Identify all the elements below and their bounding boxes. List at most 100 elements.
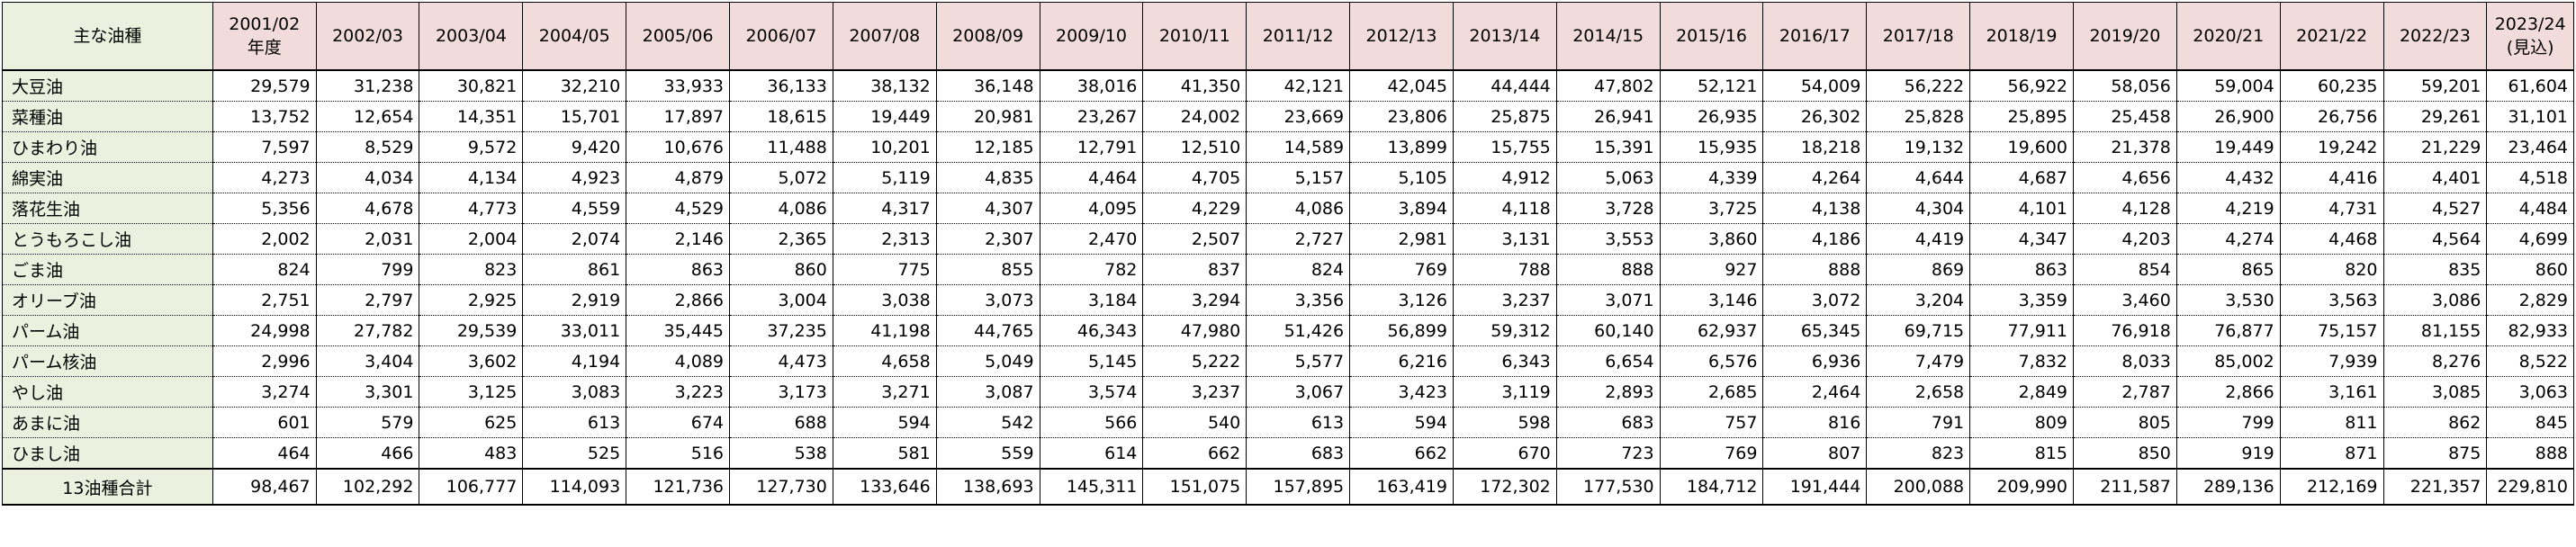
year-header-text: 2020/21 (2193, 26, 2265, 46)
production-value: 4,219 (2175, 193, 2281, 224)
production-value: 172,302 (1452, 468, 1557, 506)
production-value: 38,132 (832, 69, 937, 102)
production-value: 3,038 (832, 284, 937, 316)
production-value: 683 (1246, 437, 1351, 470)
year-header-text: 2010/11 (1158, 26, 1230, 46)
production-value: 8,529 (315, 131, 420, 163)
production-value: 3,161 (2279, 376, 2384, 408)
oil-type-name: 大豆油 (2, 69, 213, 102)
production-value: 10,201 (832, 131, 937, 163)
production-value: 19,242 (2279, 131, 2384, 163)
production-value: 221,357 (2382, 468, 2488, 506)
production-value: 3,356 (1246, 284, 1351, 316)
oil-type-name: やし油 (2, 376, 213, 408)
production-value: 683 (1555, 407, 1661, 438)
production-value: 823 (419, 254, 524, 285)
production-value: 4,134 (419, 162, 524, 193)
production-value: 4,835 (935, 162, 1040, 193)
production-value: 4,416 (2279, 162, 2384, 193)
production-value: 46,343 (1039, 315, 1144, 346)
production-value: 888 (1555, 254, 1661, 285)
year-header: 2014/15 (1555, 2, 1661, 71)
production-value: 26,756 (2279, 101, 2384, 132)
production-value: 538 (729, 437, 833, 470)
production-value: 60,235 (2279, 69, 2384, 102)
production-value: 7,479 (1866, 345, 1971, 377)
production-value: 3,860 (1659, 223, 1764, 255)
production-value: 26,935 (1659, 101, 1764, 132)
production-value: 33,011 (522, 315, 627, 346)
production-value: 845 (2486, 407, 2574, 438)
production-value: 4,095 (1039, 193, 1144, 224)
production-value: 3,530 (2175, 284, 2281, 316)
production-value: 4,527 (2382, 193, 2488, 224)
production-value: 2,004 (419, 223, 524, 255)
production-value: 5,157 (1246, 162, 1351, 193)
year-header-text: 2013/14 (1469, 26, 1541, 46)
production-value: 824 (212, 254, 317, 285)
production-value: 3,237 (1452, 284, 1557, 316)
production-value: 5,356 (212, 193, 317, 224)
production-value: 229,810 (2486, 468, 2574, 506)
production-value: 3,131 (1452, 223, 1557, 255)
production-value: 723 (1555, 437, 1661, 470)
production-value: 121,736 (626, 468, 731, 506)
production-value: 775 (832, 254, 937, 285)
production-value: 4,186 (1762, 223, 1868, 255)
year-header-text: 2002/03 (332, 26, 404, 46)
production-value: 3,423 (1349, 376, 1454, 408)
production-value: 212,169 (2279, 468, 2384, 506)
year-header: 2013/14 (1452, 2, 1557, 71)
production-value: 2,365 (729, 223, 833, 255)
production-value: 871 (2279, 437, 2384, 470)
production-value: 2,658 (1866, 376, 1971, 408)
production-value: 25,458 (2072, 101, 2177, 132)
production-value: 3,728 (1555, 193, 1661, 224)
production-value: 56,922 (1969, 69, 2074, 102)
production-value: 4,559 (522, 193, 627, 224)
production-value: 788 (1452, 254, 1557, 285)
production-value: 4,705 (1142, 162, 1247, 193)
production-value: 3,072 (1762, 284, 1868, 316)
production-value: 3,004 (729, 284, 833, 316)
production-value: 869 (1866, 254, 1971, 285)
production-value: 4,307 (935, 193, 1040, 224)
production-value: 823 (1866, 437, 1971, 470)
production-value: 4,912 (1452, 162, 1557, 193)
production-value: 791 (1866, 407, 1971, 438)
production-value: 60,140 (1555, 315, 1661, 346)
table-row: とうもろこし油 2,002 2,031 2,004 2,074 2,146 2,365 2,3… (2, 223, 2574, 255)
production-value: 8,033 (2072, 345, 2177, 377)
production-value: 4,484 (2486, 193, 2574, 224)
production-value: 4,464 (1039, 162, 1144, 193)
production-value: 2,727 (1246, 223, 1351, 255)
production-value: 4,138 (1762, 193, 1868, 224)
production-value: 4,923 (522, 162, 627, 193)
production-value: 38,016 (1039, 69, 1144, 102)
production-value: 36,148 (935, 69, 1040, 102)
production-value: 3,602 (419, 345, 524, 377)
production-value: 29,579 (212, 69, 317, 102)
production-value: 18,615 (729, 101, 833, 132)
production-value: 5,049 (935, 345, 1040, 377)
production-value: 4,101 (1969, 193, 2074, 224)
table-row: パーム油 24,998 27,782 29,539 33,011 35,445 37,235… (2, 315, 2574, 346)
production-value: 4,518 (2486, 162, 2574, 193)
production-value: 5,072 (729, 162, 833, 193)
production-value: 36,133 (729, 69, 833, 102)
production-value: 6,216 (1349, 345, 1454, 377)
table-row: 菜種油 13,752 12,654 14,351 15,701 17,897 18,615 1… (2, 101, 2574, 132)
production-value: 2,685 (1659, 376, 1764, 408)
production-value: 5,145 (1039, 345, 1144, 377)
production-value: 3,725 (1659, 193, 1764, 224)
production-value: 2,893 (1555, 376, 1661, 408)
production-value: 2,829 (2486, 284, 2574, 316)
production-value: 4,699 (2486, 223, 2574, 255)
production-value: 56,899 (1349, 315, 1454, 346)
production-value: 59,004 (2175, 69, 2281, 102)
year-header: 2016/17 (1762, 2, 1868, 71)
production-value: 3,067 (1246, 376, 1351, 408)
production-value: 601 (212, 407, 317, 438)
production-value: 2,849 (1969, 376, 2074, 408)
production-value: 47,802 (1555, 69, 1661, 102)
